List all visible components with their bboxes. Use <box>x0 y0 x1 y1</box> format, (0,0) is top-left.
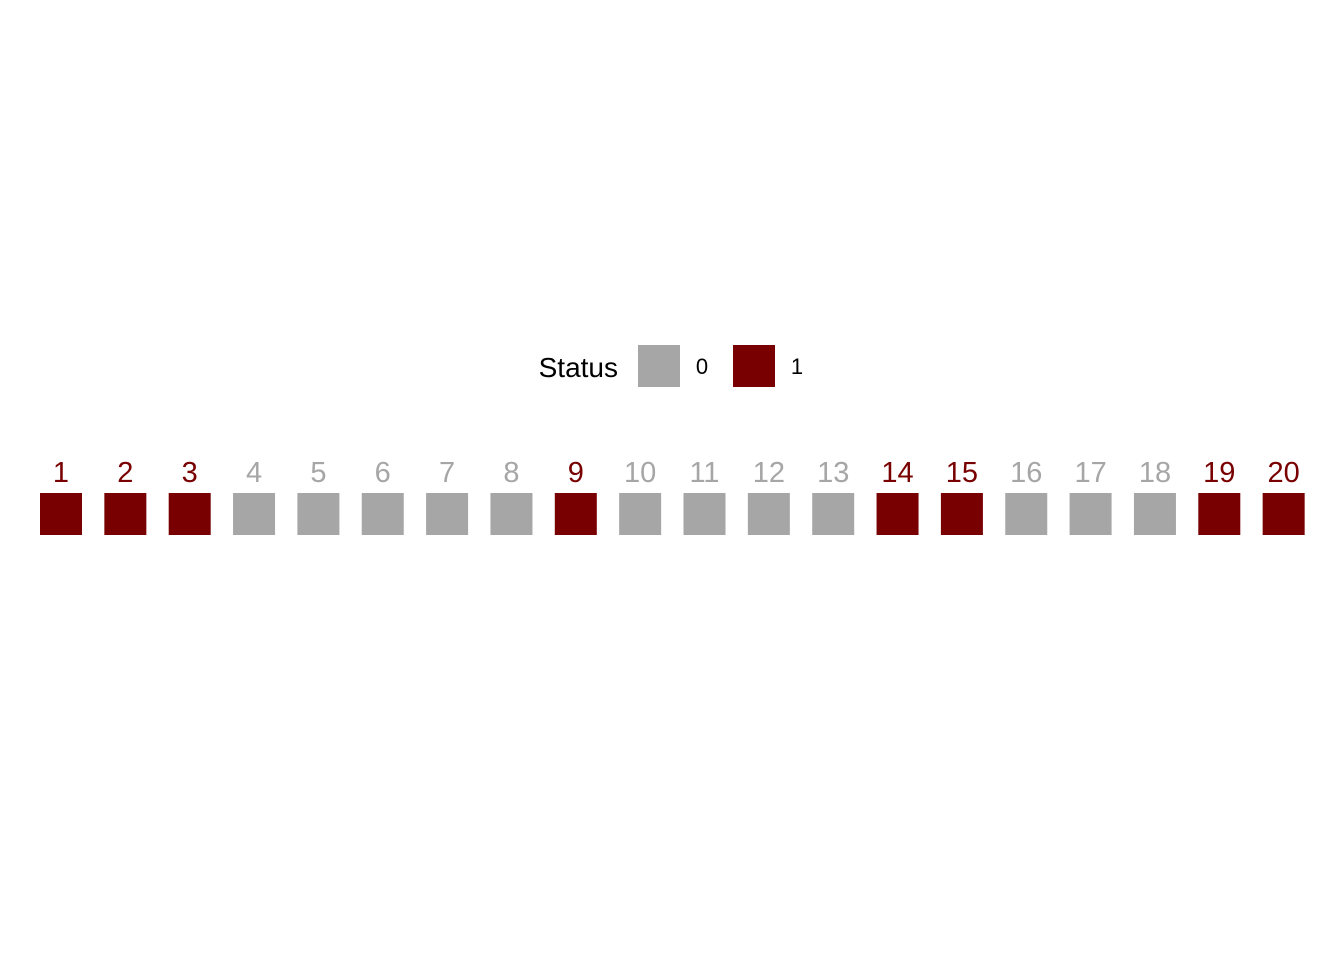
tile-12 <box>747 493 790 535</box>
tile-label-14: 14 <box>881 457 913 489</box>
tile-11 <box>683 493 726 535</box>
tile-series: 1 2 3 4 5 6 7 8 9 10 11 12 13 14 15 16 17 18 19 20 <box>40 457 1305 535</box>
tile-label-16: 16 <box>1010 457 1042 489</box>
legend-label-0: 0 <box>696 354 708 379</box>
tile-14 <box>876 493 919 535</box>
tile-label-15: 15 <box>946 457 978 489</box>
tile-label-1: 1 <box>53 457 69 489</box>
tile-label-2: 2 <box>117 457 133 489</box>
tile-label-11: 11 <box>689 457 719 489</box>
legend-key-0 <box>638 345 680 387</box>
tile-6 <box>361 493 404 535</box>
tile-9 <box>554 493 597 535</box>
tile-label-5: 5 <box>310 457 326 489</box>
tile-8 <box>490 493 533 535</box>
legend-title: Status <box>539 352 618 383</box>
tile-20 <box>1262 493 1305 535</box>
tile-label-13: 13 <box>817 457 849 489</box>
tile-label-7: 7 <box>439 457 455 489</box>
tile-label-8: 8 <box>503 457 519 489</box>
tile-label-12: 12 <box>753 457 785 489</box>
tile-label-6: 6 <box>375 457 391 489</box>
tile-4 <box>233 493 276 535</box>
tile-18 <box>1133 493 1176 535</box>
tile-10 <box>619 493 662 535</box>
legend-key-1 <box>733 345 775 387</box>
tile-13 <box>812 493 855 535</box>
tile-label-19: 19 <box>1203 457 1235 489</box>
tile-2 <box>104 493 147 535</box>
tile-5 <box>297 493 340 535</box>
tile-label-20: 20 <box>1268 457 1300 489</box>
tile-3 <box>168 493 211 535</box>
tile-1 <box>40 493 82 535</box>
tile-label-4: 4 <box>246 457 262 489</box>
legend-label-1: 1 <box>791 354 803 379</box>
tile-label-10: 10 <box>624 457 656 489</box>
tile-17 <box>1069 493 1112 535</box>
tile-15 <box>940 493 983 535</box>
tile-19 <box>1198 493 1241 535</box>
tile-label-9: 9 <box>568 457 584 489</box>
tile-label-18: 18 <box>1139 457 1171 489</box>
tile-16 <box>1005 493 1048 535</box>
tile-label-17: 17 <box>1074 457 1106 489</box>
tile-7 <box>426 493 469 535</box>
tile-label-3: 3 <box>182 457 198 489</box>
